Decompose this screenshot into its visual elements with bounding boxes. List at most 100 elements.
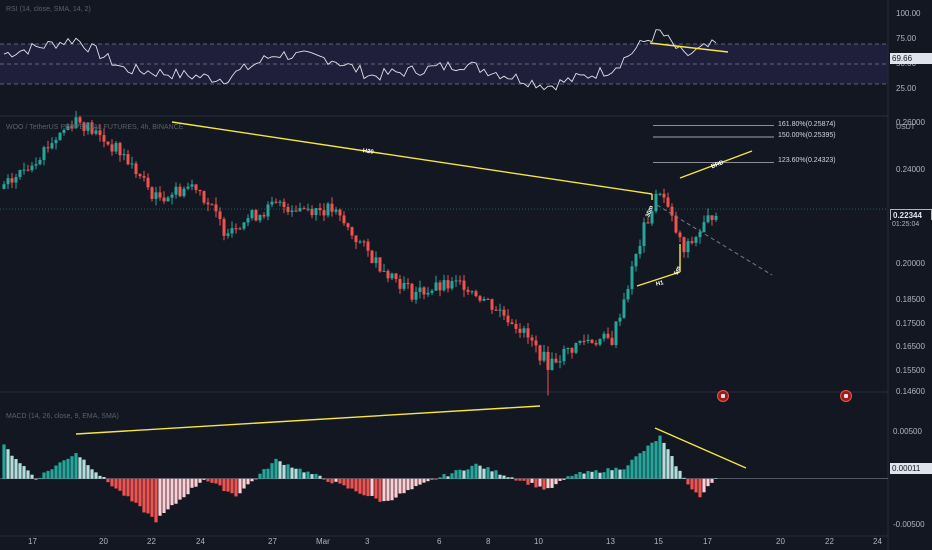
candle-body: [418, 287, 422, 292]
macd-bar: [22, 466, 26, 479]
event-flag-icon[interactable]: [717, 390, 729, 402]
event-flag-icon[interactable]: [840, 390, 852, 402]
rsi-pane-title: RSI (14, close, SMA, 14, 2): [6, 6, 91, 13]
countdown-tag: 01:25:04: [890, 220, 932, 229]
macd-bar: [142, 478, 146, 513]
candle-body: [382, 270, 386, 272]
macd-bar: [618, 469, 622, 479]
macd-bar: [682, 477, 686, 479]
date-tick-label: 22: [825, 537, 834, 546]
macd-bar: [134, 478, 138, 503]
price-tick-label: 0.24000: [896, 164, 925, 174]
candle-body: [214, 204, 218, 212]
candle-body: [626, 288, 630, 300]
macd-bar: [438, 477, 442, 479]
macd-bar: [118, 478, 122, 491]
fib-label: 150.00%(0.25395): [778, 132, 836, 139]
candle-body: [78, 117, 82, 123]
candle-body: [570, 348, 574, 353]
macd-bar: [662, 442, 666, 479]
candle-body: [158, 192, 162, 198]
macd-value-tag: 0.00011: [890, 463, 932, 474]
macd-bar: [162, 478, 166, 514]
macd-bar: [138, 478, 142, 507]
brd-label: BRD: [710, 160, 725, 171]
macd-bar: [270, 463, 274, 479]
macd-bar: [242, 478, 246, 489]
candle-body: [126, 154, 130, 165]
candle-body: [146, 177, 150, 188]
candle-body: [490, 299, 494, 310]
macd-bar: [218, 478, 222, 486]
candle-body: [470, 291, 474, 293]
candle-body: [630, 266, 634, 289]
macd-bar: [250, 478, 254, 482]
candle-body: [638, 246, 642, 255]
candle-body: [74, 117, 78, 129]
candle-body: [190, 184, 194, 187]
m5-label: 5m: [674, 266, 683, 276]
projection-line: [656, 204, 773, 276]
date-tick-label: 8: [486, 537, 491, 546]
candle-body: [662, 193, 666, 198]
macd-bar: [282, 464, 286, 479]
candle-body: [314, 208, 318, 216]
rsi-line: [3, 29, 717, 91]
macd-bar: [210, 478, 214, 483]
macd-bar: [310, 474, 314, 479]
candle-body: [602, 333, 606, 339]
candle-body: [526, 328, 530, 338]
candle-body: [294, 210, 298, 212]
macd-bar: [314, 473, 318, 479]
candle-body: [546, 351, 550, 370]
candle-body: [242, 222, 246, 229]
macd-bar: [650, 442, 654, 479]
macd-bar: [482, 468, 486, 479]
candle-body: [50, 143, 54, 149]
candle-body: [450, 281, 454, 289]
macd-bar: [658, 435, 662, 479]
drawings-layer[interactable]: H20 H1 30m 5m BRD: [75, 42, 774, 469]
candle-body: [578, 340, 582, 343]
candle-body: [426, 292, 430, 295]
candle-body: [6, 178, 10, 185]
candle-body: [230, 228, 234, 234]
candle-body: [558, 361, 562, 363]
candle-body: [606, 333, 610, 338]
candle-body: [274, 201, 278, 203]
macd-bar: [410, 478, 414, 490]
macd-bar: [14, 459, 18, 479]
candle-body: [342, 215, 346, 224]
candle-body: [494, 309, 498, 311]
macd-bar: [46, 470, 50, 479]
candle-body: [130, 163, 134, 165]
macd-bar: [150, 478, 154, 517]
candle-body: [302, 208, 306, 210]
macd-bar: [614, 467, 618, 479]
macd-bar: [194, 478, 198, 487]
candle-body: [686, 241, 690, 253]
macd-bar: [342, 478, 346, 486]
macd-bar: [478, 465, 482, 479]
date-tick-label: 20: [776, 537, 785, 546]
candle-body: [550, 358, 554, 370]
macd-bar: [382, 478, 386, 502]
date-tick-label: 17: [28, 537, 37, 546]
candle-body: [286, 207, 290, 212]
macd-tick-label: 0.00500: [893, 427, 922, 437]
candle-body: [538, 345, 542, 361]
macd-bar: [146, 478, 150, 514]
candle-body: [10, 178, 14, 183]
candle-body: [174, 186, 178, 195]
rsi-tick-label: 75.00: [896, 34, 917, 43]
candle-body: [462, 280, 466, 290]
macd-bar: [330, 478, 334, 484]
candle-body: [178, 186, 182, 197]
candle-body: [198, 189, 202, 192]
price-pane[interactable]: [0, 110, 888, 396]
candle-body: [582, 340, 586, 342]
macd-bar: [238, 478, 242, 494]
macd-bar: [586, 471, 590, 479]
candle-body: [166, 197, 170, 202]
